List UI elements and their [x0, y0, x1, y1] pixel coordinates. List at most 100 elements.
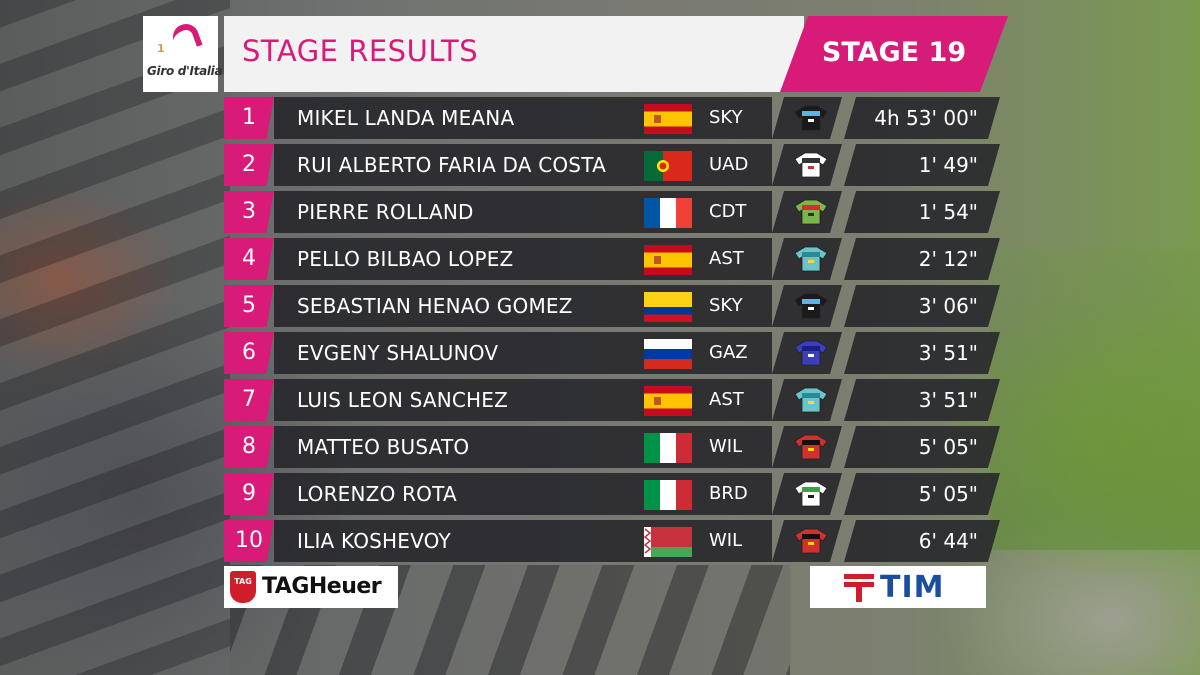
italy-flag [644, 433, 692, 463]
rider-name: MATTEO BUSATO [297, 435, 470, 459]
tagheuer-mark: TAG [234, 577, 252, 586]
table-row: 2 RUI ALBERTO FARIA DA COSTA UAD 1' 49" [224, 144, 1000, 186]
position-number: 9 [224, 473, 274, 515]
time-cell: 4h 53' 00" [844, 97, 1000, 139]
time-cell: 3' 51" [844, 332, 1000, 374]
team-code: WIL [709, 436, 743, 457]
rider-name: MIKEL LANDA MEANA [297, 106, 515, 130]
tim-sponsor: TIM [810, 566, 986, 608]
wil-jersey-icon [794, 528, 828, 554]
ast-jersey-icon [794, 246, 828, 272]
rider-time: 1' 54" [918, 200, 978, 224]
uad-jersey-icon [794, 152, 828, 178]
tagheuer-sponsor: TAG TAGHeuer [224, 566, 398, 608]
jersey-cell [772, 332, 842, 374]
team-code: BRD [709, 483, 748, 504]
position-number: 3 [224, 191, 274, 233]
time-cell: 6' 44" [844, 520, 1000, 562]
team-code: UAD [709, 154, 749, 175]
team-code: AST [709, 248, 744, 269]
jersey-cell [772, 379, 842, 421]
time-cell: 2' 12" [844, 238, 1000, 280]
sky-jersey-icon [794, 105, 828, 131]
rider-strip: PIERRE ROLLAND CDT [274, 191, 772, 233]
time-cell: 3' 06" [844, 285, 1000, 327]
position-number: 5 [224, 285, 274, 327]
jersey-cell [772, 144, 842, 186]
rider-time: 1' 49" [918, 153, 978, 177]
rider-name: EVGENY SHALUNOV [297, 341, 499, 365]
gaz-jersey-icon [794, 340, 828, 366]
brd-jersey-icon [794, 481, 828, 507]
sky-jersey-icon [794, 293, 828, 319]
jersey-cell [772, 238, 842, 280]
team-code: WIL [709, 530, 743, 551]
rider-time: 2' 12" [918, 247, 978, 271]
italy-flag [644, 480, 692, 510]
header-bar: STAGE RESULTS [224, 16, 804, 92]
rider-name: SEBASTIAN HENAO GOMEZ [297, 294, 573, 318]
time-cell: 3' 51" [844, 379, 1000, 421]
rider-time: 5' 05" [918, 435, 978, 459]
logo-name: Giro d'Italia [147, 64, 223, 78]
table-row: 10 ILIA KOSHEVOY WIL 6' 44" [224, 520, 1000, 562]
spain-flag [644, 245, 692, 275]
tagheuer-label: TAGHeuer [262, 574, 382, 599]
ast-jersey-icon [794, 387, 828, 413]
background-crowd [0, 0, 230, 675]
position-number: 2 [224, 144, 274, 186]
time-cell: 1' 49" [844, 144, 1000, 186]
rider-name: LUIS LEON SANCHEZ [297, 388, 509, 412]
rider-time: 3' 51" [918, 341, 978, 365]
jersey-cell [772, 191, 842, 233]
rider-strip: LUIS LEON SANCHEZ AST [274, 379, 772, 421]
table-row: 8 MATTEO BUSATO WIL 5' 05" [224, 426, 1000, 468]
belarus-flag [644, 527, 692, 557]
table-row: 7 LUIS LEON SANCHEZ AST 3' 51" [224, 379, 1000, 421]
team-code: GAZ [709, 342, 748, 363]
rider-name: PELLO BILBAO LOPEZ [297, 247, 514, 271]
team-code: AST [709, 389, 744, 410]
jersey-cell [772, 97, 842, 139]
rider-name: ILIA KOSHEVOY [297, 529, 451, 553]
wil-jersey-icon [794, 434, 828, 460]
jersey-cell [772, 520, 842, 562]
table-row: 6 EVGENY SHALUNOV GAZ 3' 51" [224, 332, 1000, 374]
team-code: SKY [709, 107, 743, 128]
rider-time: 3' 06" [918, 294, 978, 318]
giro-swirl-icon [169, 20, 203, 54]
table-row: 1 MIKEL LANDA MEANA SKY 4h 53' 00" [224, 97, 1000, 139]
russia-flag [644, 339, 692, 369]
rider-time: 3' 51" [918, 388, 978, 412]
position-number: 8 [224, 426, 274, 468]
rider-strip: MIKEL LANDA MEANA SKY [274, 97, 772, 139]
table-row: 3 PIERRE ROLLAND CDT 1' 54" [224, 191, 1000, 233]
background-grass [990, 250, 1200, 550]
logo-number: 1 [157, 42, 165, 55]
rider-name: LORENZO ROTA [297, 482, 457, 506]
table-row: 9 LORENZO ROTA BRD 5' 05" [224, 473, 1000, 515]
rider-strip: PELLO BILBAO LOPEZ AST [274, 238, 772, 280]
spain-flag [644, 104, 692, 134]
time-cell: 5' 05" [844, 426, 1000, 468]
rider-time: 6' 44" [918, 529, 978, 553]
time-cell: 5' 05" [844, 473, 1000, 515]
rider-strip: EVGENY SHALUNOV GAZ [274, 332, 772, 374]
portugal-flag [644, 151, 692, 181]
position-number: 10 [224, 520, 274, 562]
spain-flag [644, 386, 692, 416]
stage-badge: STAGE 19 [780, 16, 1008, 92]
rider-time: 4h 53' 00" [874, 106, 978, 130]
giro-logo: 1 Giro d'Italia [143, 16, 223, 92]
team-code: CDT [709, 201, 747, 222]
rider-name: RUI ALBERTO FARIA DA COSTA [297, 153, 606, 177]
position-number: 7 [224, 379, 274, 421]
rider-strip: LORENZO ROTA BRD [274, 473, 772, 515]
stage-label: STAGE 19 [821, 37, 967, 68]
position-number: 6 [224, 332, 274, 374]
table-row: 4 PELLO BILBAO LOPEZ AST 2' 12" [224, 238, 1000, 280]
tagheuer-shield-icon: TAG [230, 571, 256, 603]
tim-logo-icon [844, 574, 874, 602]
team-code: SKY [709, 295, 743, 316]
page-title: STAGE RESULTS [242, 34, 479, 68]
